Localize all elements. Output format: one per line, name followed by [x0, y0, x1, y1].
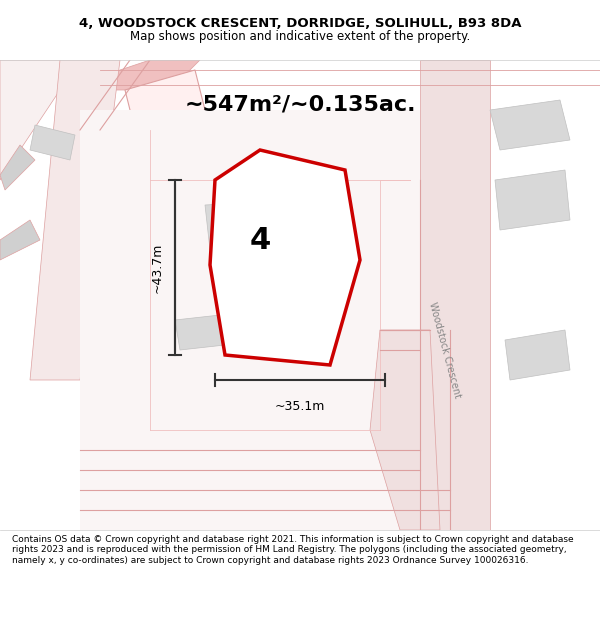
- Polygon shape: [370, 330, 440, 530]
- Polygon shape: [490, 100, 570, 150]
- Polygon shape: [175, 310, 270, 350]
- Polygon shape: [0, 220, 40, 260]
- Polygon shape: [0, 60, 80, 180]
- Text: ~35.1m: ~35.1m: [275, 400, 325, 413]
- Polygon shape: [420, 60, 490, 530]
- Text: Contains OS data © Crown copyright and database right 2021. This information is : Contains OS data © Crown copyright and d…: [12, 535, 574, 564]
- Polygon shape: [210, 150, 360, 365]
- Polygon shape: [60, 60, 200, 90]
- Polygon shape: [0, 60, 60, 130]
- Polygon shape: [205, 200, 310, 250]
- Polygon shape: [495, 170, 570, 230]
- Text: Map shows position and indicative extent of the property.: Map shows position and indicative extent…: [130, 30, 470, 43]
- Text: 4, WOODSTOCK CRESCENT, DORRIDGE, SOLIHULL, B93 8DA: 4, WOODSTOCK CRESCENT, DORRIDGE, SOLIHUL…: [79, 17, 521, 30]
- Polygon shape: [505, 330, 570, 380]
- Polygon shape: [80, 110, 450, 530]
- Text: ~43.7m: ~43.7m: [151, 242, 163, 292]
- Polygon shape: [125, 70, 205, 130]
- Text: ~547m²/~0.135ac.: ~547m²/~0.135ac.: [184, 95, 416, 115]
- Polygon shape: [30, 60, 120, 380]
- Polygon shape: [0, 145, 35, 190]
- Text: 4: 4: [250, 226, 271, 255]
- Text: Woodstock Crescent: Woodstock Crescent: [427, 301, 463, 399]
- Polygon shape: [30, 125, 75, 160]
